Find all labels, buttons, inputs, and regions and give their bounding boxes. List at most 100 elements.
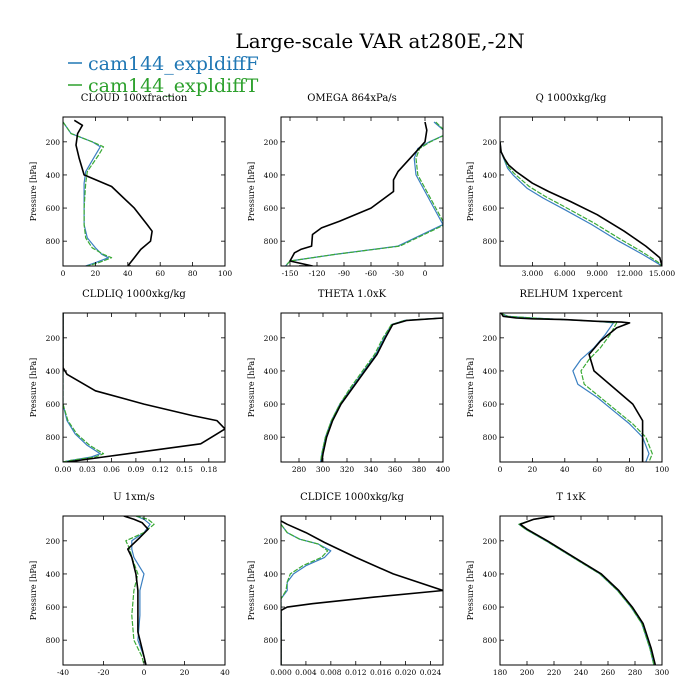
x-tick-label: 0.012 — [345, 668, 367, 677]
plot-frame — [280, 515, 444, 666]
y-tick-label: 600 — [264, 204, 279, 213]
y-tick-label: 400 — [483, 367, 498, 376]
y-tick-label: 600 — [46, 204, 61, 213]
y-axis-label: Pressure [hPa] — [466, 162, 475, 222]
x-tick-label: -40 — [57, 668, 69, 677]
y-axis-label: Pressure [hPa] — [29, 561, 38, 621]
x-tick-label: 20 — [528, 465, 538, 474]
y-tick-label: 400 — [264, 570, 279, 579]
y-tick-label: 600 — [483, 204, 498, 213]
x-tick-label: 0.008 — [320, 668, 342, 677]
x-tick-label: 0 — [498, 465, 503, 474]
series-group — [63, 119, 153, 266]
series-line-control — [281, 520, 443, 665]
plot-frame — [62, 515, 226, 666]
x-tick-label: 300 — [655, 668, 670, 677]
y-axis-label: Pressure [hPa] — [247, 162, 256, 222]
y-tick-label: 600 — [483, 603, 498, 612]
panel-8: CLDICE 1000xkg/kg0.000 0.004 0.008 0.012 0.0… — [247, 492, 444, 677]
x-tick-label: 180 — [493, 668, 508, 677]
panel-7: U 1xm/s -40 -20 0 20 40 200 400 600 800 Pressure [… — [29, 492, 230, 677]
series-line-control — [289, 121, 428, 266]
y-tick-label: 400 — [483, 570, 498, 579]
panel-5: THETA 1.0xK 280 300 320 340 360 380 400 200 400 60… — [247, 289, 450, 474]
series-line-F — [63, 121, 110, 266]
series-line-control — [73, 119, 153, 266]
legend-label-f: cam144_expldiffF — [88, 53, 259, 75]
x-tick-label: 0 — [61, 269, 66, 278]
y-tick-label: 400 — [46, 570, 61, 579]
y-tick-label: 800 — [46, 433, 61, 442]
y-tick-label: 200 — [46, 537, 61, 546]
x-tick-label: -30 — [392, 269, 404, 278]
x-tick-label: 0 — [423, 269, 428, 278]
panel-1: CLOUD 100xfraction 0 20 40 60 80 100 200 400 600 8… — [29, 93, 232, 278]
figure-title: Large-scale VAR at280E,-2N — [235, 29, 524, 53]
x-tick-label: 280 — [628, 668, 643, 677]
series-line-T — [63, 313, 105, 462]
panel-title: U 1xm/s — [113, 492, 155, 503]
y-tick-label: 800 — [46, 237, 61, 246]
x-tick-label: 0.004 — [295, 668, 317, 677]
y-tick-label: 400 — [483, 171, 498, 180]
y-tick-label: 800 — [483, 237, 498, 246]
series-group — [320, 317, 443, 462]
series-line-T — [281, 523, 329, 665]
y-axis-label: Pressure [hPa] — [247, 561, 256, 621]
y-tick-label: 600 — [483, 400, 498, 409]
y-tick-label: 400 — [46, 171, 61, 180]
x-tick-label: 320 — [340, 465, 355, 474]
x-tick-label: 280 — [292, 465, 307, 474]
series-line-T — [125, 516, 155, 665]
series-line-T — [518, 516, 655, 665]
legend: cam144_expldiffF cam144_expldiffT — [68, 53, 259, 97]
x-tick-label: 260 — [601, 668, 616, 677]
panel-3: Q 1000xkg/kg 3.000 6.000 9.000 12.000 15.000 2… — [466, 93, 675, 278]
x-tick-label: 0.06 — [103, 465, 120, 474]
x-tick-label: 0.000 — [270, 668, 292, 677]
x-tick-label: 240 — [574, 668, 589, 677]
x-tick-label: 80 — [188, 269, 198, 278]
x-tick-label: -90 — [338, 269, 350, 278]
panel-4: CLDLIQ 1000xkg/kg 0.00 0.03 0.06 0.09 0.12 0.1… — [29, 289, 226, 474]
y-tick-label: 400 — [264, 171, 279, 180]
x-tick-label: 100 — [655, 465, 670, 474]
panel-title: OMEGA 864xPa/s — [307, 93, 397, 104]
x-tick-label: 60 — [592, 465, 602, 474]
y-tick-label: 800 — [483, 433, 498, 442]
legend-label-t: cam144_expldiffT — [88, 75, 259, 97]
series-line-T — [500, 313, 653, 462]
x-tick-label: 400 — [436, 465, 451, 474]
plot-frame — [499, 515, 663, 666]
y-axis-label: Pressure [hPa] — [466, 561, 475, 621]
series-line-T — [320, 317, 443, 462]
x-tick-label: 12.000 — [616, 269, 642, 278]
x-tick-label: 0.09 — [128, 465, 145, 474]
y-tick-label: 800 — [264, 433, 279, 442]
y-tick-label: 200 — [483, 537, 498, 546]
x-tick-label: 0 — [142, 668, 147, 677]
panel-title: CLDICE 1000xkg/kg — [300, 492, 404, 503]
y-tick-label: 200 — [264, 138, 279, 147]
series-line-control — [500, 313, 644, 462]
plot-frame — [62, 116, 226, 267]
x-tick-label: 0.12 — [152, 465, 169, 474]
series-line-control — [63, 313, 225, 462]
series-group — [123, 516, 155, 665]
panel-9: T 1xK 180 200 220 240 260 280 300 200 400 600 800 Pr… — [466, 492, 669, 677]
y-tick-label: 200 — [483, 138, 498, 147]
series-line-F — [518, 516, 655, 665]
plot-frame — [499, 116, 663, 267]
y-tick-label: 800 — [46, 636, 61, 645]
y-axis-label: Pressure [hPa] — [466, 358, 475, 418]
y-axis-label: Pressure [hPa] — [247, 358, 256, 418]
series-line-T — [285, 121, 443, 266]
x-tick-label: 20 — [180, 668, 190, 677]
y-tick-label: 600 — [264, 603, 279, 612]
panel-title: T 1xK — [556, 492, 586, 503]
series-line-T — [500, 141, 662, 266]
panel-title: RELHUM 1xpercent — [519, 289, 622, 300]
y-tick-label: 200 — [46, 138, 61, 147]
